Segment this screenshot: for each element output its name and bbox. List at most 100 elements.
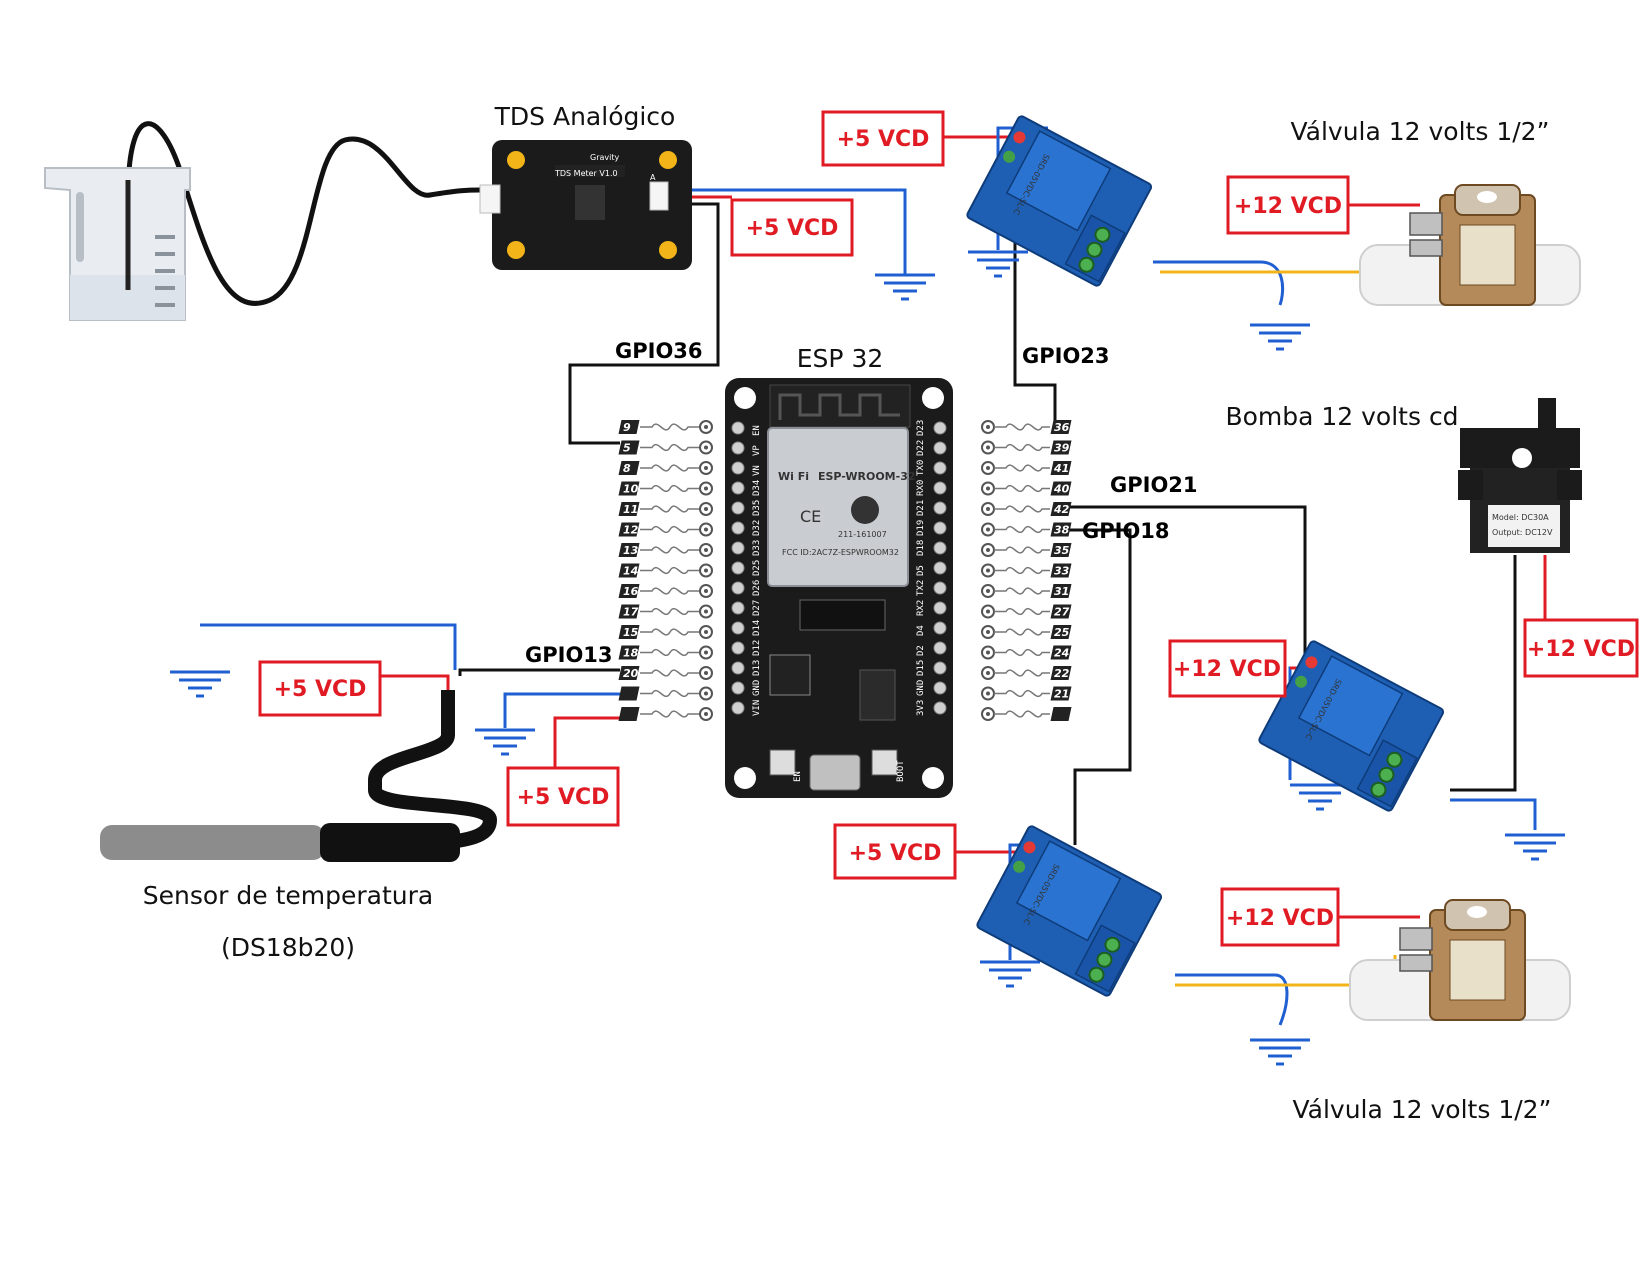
right-header-pin: 35 — [981, 542, 1073, 558]
right-pin-number: 35 — [1054, 544, 1070, 557]
esp-left-pin-label: D25 — [752, 560, 762, 576]
tds-model: TDS Meter V1.0 — [554, 169, 618, 178]
ground-symbol — [1503, 833, 1567, 861]
esp-ce-label: CE — [800, 507, 821, 526]
right-header-pin: 27 — [981, 603, 1073, 620]
esp-pin-pad — [731, 581, 745, 595]
valve-top-title: Válvula 12 volts 1/2” — [1290, 117, 1549, 146]
esp-left-pin-label: D27 — [752, 600, 762, 616]
esp-right-pin-label: D15 — [916, 660, 926, 676]
right-pin-number: 31 — [1054, 585, 1069, 598]
right-pin-number: 36 — [1054, 421, 1070, 434]
esp-pin-pad — [731, 601, 745, 615]
left-pin-number: 18 — [623, 647, 639, 660]
esp-right-pin-label: D22 — [916, 440, 926, 456]
esp-pin-pad — [933, 461, 947, 475]
right-header-pin: 36 — [981, 419, 1073, 435]
right-pin-number: 21 — [1054, 688, 1069, 701]
esp-left-pin-label: D35 — [752, 500, 762, 516]
esp-right-pin-label: D19 — [916, 520, 926, 536]
left-header-pin: 5 — [617, 439, 713, 456]
left-pin-number: 12 — [623, 524, 639, 537]
right-pin-number: 25 — [1054, 626, 1070, 639]
gpio13-label: GPIO13 — [525, 643, 613, 667]
water-pump: Model: DC30A Output: DC12V — [1458, 398, 1582, 553]
esp-right-pin-label: D21 — [916, 500, 926, 516]
left-pin-number: 14 — [623, 565, 638, 578]
right-pin-number: 40 — [1053, 483, 1070, 496]
left-header-pin: 10 — [617, 480, 713, 497]
esp-left-pin-label: D34 — [752, 480, 762, 496]
esp-right-pin-label: RX2 — [916, 600, 926, 616]
gpio18-label: GPIO18 — [1082, 519, 1170, 543]
esp32-title: ESP 32 — [797, 344, 884, 373]
boot-button[interactable] — [871, 749, 898, 776]
esp-left-pin-label: VN — [752, 465, 762, 476]
right-header-pin: 21 — [981, 685, 1073, 702]
esp-pin-pad — [731, 661, 745, 675]
tds-probe-cable — [125, 121, 481, 306]
ground-symbol — [473, 728, 537, 756]
ds18b20-temperature-sensor — [100, 690, 498, 862]
esp-pin-pad — [731, 461, 745, 475]
usb-port — [809, 754, 861, 791]
power-box-valve-bottom: +12 VCD — [1220, 887, 1340, 947]
svg-text:+5 VCD: +5 VCD — [746, 216, 839, 241]
en-button[interactable] — [769, 749, 796, 776]
right-header-pin: 38 — [981, 521, 1073, 538]
esp-left-pin-label: GND — [752, 680, 762, 696]
right-header-pin: 31 — [981, 583, 1073, 599]
esp-pin-pad — [731, 541, 745, 555]
svg-text:+12 VCD: +12 VCD — [1173, 657, 1281, 682]
boot-label: BOOT — [896, 760, 906, 782]
esp-right-pin-label: GND — [916, 680, 926, 696]
svg-text:+12 VCD: +12 VCD — [1527, 637, 1635, 662]
esp-pin-pad — [933, 501, 947, 515]
ground-symbol — [1248, 323, 1312, 351]
esp-right-pin-label: TX0 — [916, 460, 926, 476]
left-header-pin — [617, 685, 713, 702]
ground-symbol — [168, 670, 232, 698]
left-header-pin: 17 — [617, 603, 713, 620]
esp-right-pin-label: RX0 — [916, 480, 926, 496]
left-pin-number: 20 — [623, 667, 639, 680]
gpio21-label: GPIO21 — [1110, 473, 1198, 497]
esp-pin-pad — [933, 421, 947, 435]
beaker — [44, 167, 191, 321]
power-box-pump: +12 VCD — [1523, 618, 1639, 678]
valve-bottom-title: Válvula 12 volts 1/2” — [1292, 1095, 1551, 1124]
esp-pin-pad — [731, 641, 745, 655]
esp-pin-pad — [731, 481, 745, 495]
esp-wifi-label: Wi Fi — [778, 470, 809, 483]
left-header-pin: 9 — [617, 419, 713, 435]
en-label: EN — [793, 771, 803, 782]
esp-pin-pad — [933, 561, 947, 575]
esp-pin-pad — [731, 561, 745, 575]
esp-right-pin-label: TX2 — [916, 580, 926, 596]
esp-left-pin-label: VP — [752, 445, 762, 456]
esp-left-pin-label: D13 — [752, 660, 762, 676]
esp-pin-pad — [731, 701, 745, 715]
esp-pin-pad — [731, 521, 745, 535]
esp-left-pin-label: D26 — [752, 580, 762, 596]
tds-pin-a: A — [650, 173, 656, 182]
right-pin-number: 39 — [1054, 442, 1070, 455]
esp-module-label: ESP-WROOM-32 — [818, 470, 916, 483]
esp-fcc-label: FCC ID:2AC7Z-ESPWROOM32 — [782, 548, 899, 557]
esp-right-pin-label: 3V3 — [916, 700, 926, 716]
right-header-pin: 25 — [981, 624, 1073, 640]
esp-pin-pad — [933, 521, 947, 535]
esp-right-pin-label: D5 — [916, 565, 926, 576]
left-header-pin: 20 — [617, 665, 713, 681]
esp-pin-pad — [731, 441, 745, 455]
gpio36-label: GPIO36 — [615, 339, 703, 363]
right-header-pin: 39 — [981, 439, 1073, 456]
svg-text:+12 VCD: +12 VCD — [1226, 906, 1334, 931]
esp-right-pin-label: D18 — [916, 540, 926, 556]
right-pin-number: 27 — [1054, 606, 1070, 619]
esp-pin-pad — [933, 601, 947, 615]
right-header-pin — [981, 706, 1073, 722]
svg-text:+5 VCD: +5 VCD — [849, 841, 942, 866]
pump-title: Bomba 12 volts cd — [1225, 402, 1458, 431]
